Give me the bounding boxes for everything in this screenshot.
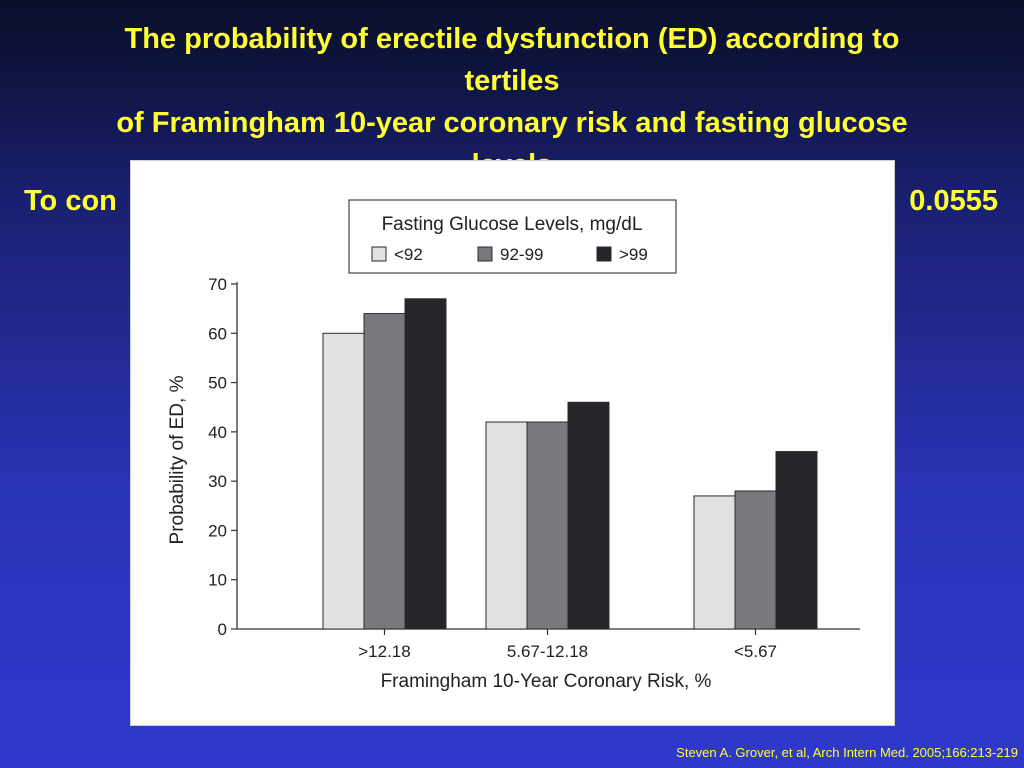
title-line-2: tertiles bbox=[464, 65, 560, 97]
bar bbox=[363, 313, 406, 630]
subtitle-left-fragment: To con bbox=[24, 185, 117, 217]
y-tick-label: 30 bbox=[208, 472, 227, 491]
y-axis-label: Probability of ED, % bbox=[167, 375, 188, 544]
legend-title: Fasting Glucose Levels, mg/dL bbox=[382, 214, 643, 235]
legend-swatch bbox=[477, 246, 493, 262]
y-tick-label: 40 bbox=[208, 423, 227, 442]
y-tick-label: 10 bbox=[208, 571, 227, 590]
y-tick-label: 0 bbox=[218, 620, 227, 639]
chart-panel: Fasting Glucose Levels, mg/dL <92 92-99 >9… bbox=[130, 160, 895, 726]
bar bbox=[526, 421, 569, 630]
legend-label: 92-99 bbox=[500, 245, 543, 264]
bar bbox=[567, 401, 610, 630]
legend-swatch bbox=[371, 246, 387, 262]
citation: Steven A. Grover, et al, Arch Intern Med… bbox=[676, 745, 1018, 760]
bar bbox=[322, 332, 365, 630]
legend-swatch bbox=[596, 246, 612, 262]
title-line-3: of Framingham 10-year coronary risk and … bbox=[116, 107, 908, 139]
x-tick-label: <5.67 bbox=[734, 642, 777, 661]
bar bbox=[404, 298, 447, 630]
x-tick-label: 5.67-12.18 bbox=[507, 642, 588, 661]
x-axis-label: Framingham 10-Year Coronary Risk, % bbox=[381, 671, 712, 692]
bar bbox=[734, 490, 777, 630]
bar bbox=[775, 451, 818, 630]
slide-title: The probability of erectile dysfunction … bbox=[0, 18, 1024, 186]
y-tick-label: 50 bbox=[208, 374, 227, 393]
legend-label: <92 bbox=[394, 245, 423, 264]
y-tick-label: 20 bbox=[208, 521, 227, 540]
legend-label: >99 bbox=[619, 245, 648, 264]
bar bbox=[485, 421, 528, 630]
bar bbox=[693, 495, 736, 630]
bar-chart: Fasting Glucose Levels, mg/dL <92 92-99 >9… bbox=[167, 199, 860, 692]
subtitle-right-fragment: 0.0555 bbox=[909, 185, 998, 217]
y-tick-label: 60 bbox=[208, 324, 227, 343]
y-tick-label: 70 bbox=[208, 275, 227, 294]
title-line-1: The probability of erectile dysfunction … bbox=[124, 23, 900, 55]
legend-box: Fasting Glucose Levels, mg/dL <92 92-99 >9… bbox=[348, 199, 677, 274]
x-tick-label: >12.18 bbox=[358, 642, 410, 661]
